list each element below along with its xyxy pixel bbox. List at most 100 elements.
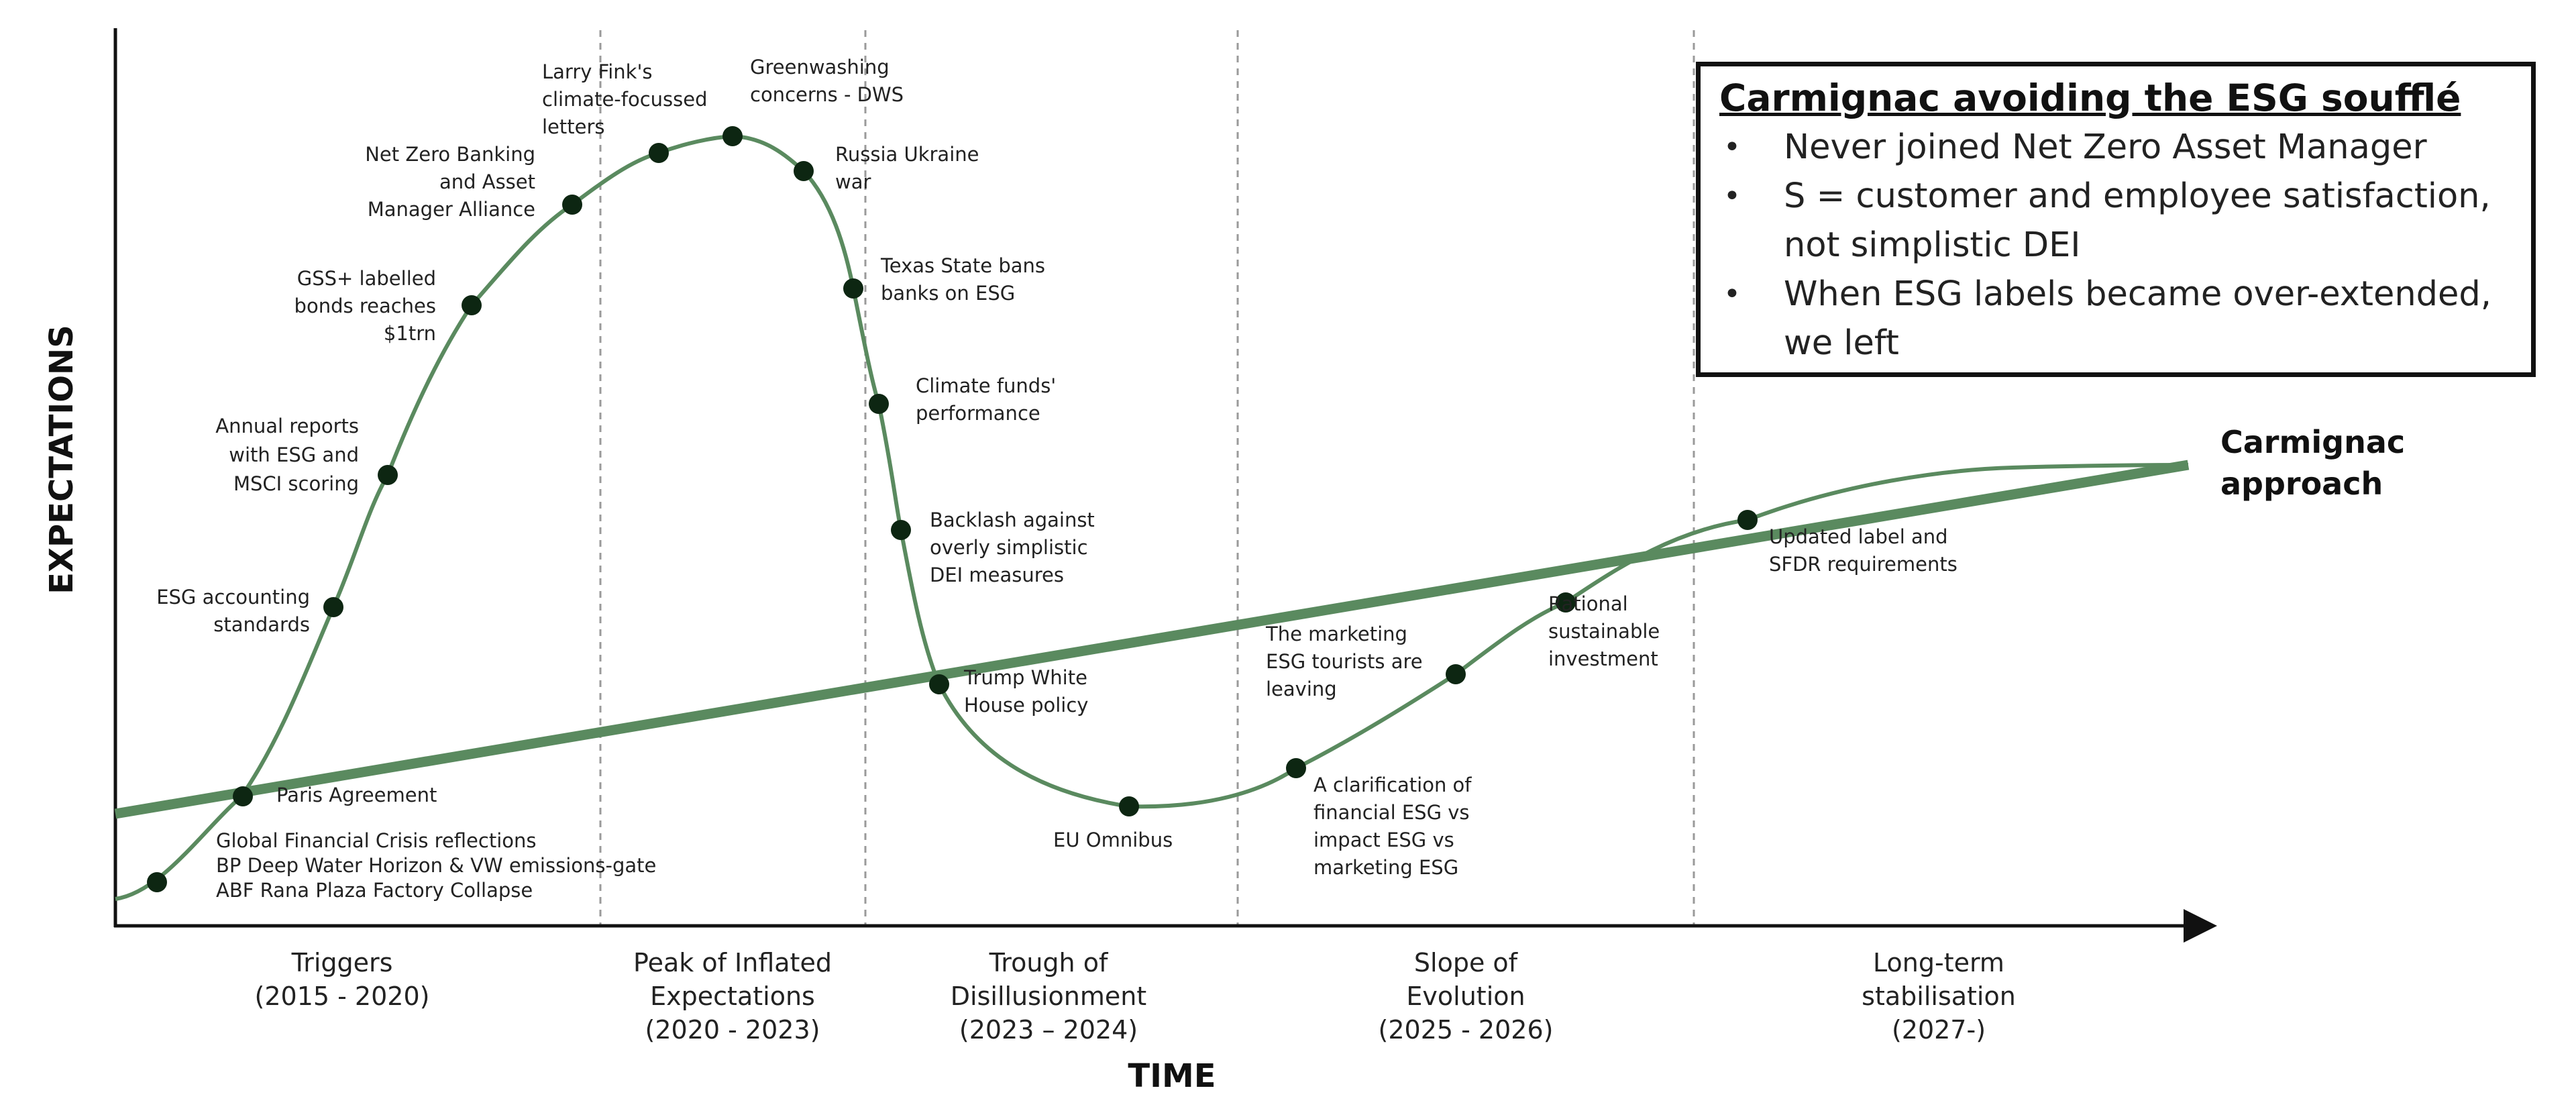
event-label-line: Larry Fink's [542, 60, 653, 83]
event-dot [233, 786, 253, 806]
event-label-line: Manager Alliance [368, 198, 535, 221]
phase-label-line: Peak of Inflated [633, 948, 832, 977]
phase-label: Slope of Evolution (2025 - 2026) [1379, 948, 1554, 1045]
phase-label-line: Evolution [1406, 982, 1525, 1011]
event-label: GSS+ labelled bonds reaches $1trn [294, 267, 436, 345]
event-label-line: marketing ESG [1313, 856, 1458, 879]
callout-item: • S = customer and employee satisfaction,… [1719, 172, 2512, 270]
event-label-line: Backlash against [930, 509, 1095, 531]
event-label: Climate funds' performance [916, 374, 1056, 425]
event-label-line: Greenwashing [750, 56, 890, 78]
event-label: EU Omnibus [1053, 829, 1173, 851]
event-label-line: BP Deep Water Horizon & VW emissions-gat… [216, 854, 656, 877]
event-label-line: climate-focussed [542, 88, 708, 111]
event-dot [722, 126, 743, 146]
callout-list: • Never joined Net Zero Asset Manager • S =… [1719, 123, 2512, 368]
event-label: Backlash against overly simplistic DEI mea… [930, 509, 1095, 586]
event-label: A clarification of financial ESG vs impact… [1313, 774, 1472, 879]
event-label: The marketing ESG tourists are leaving [1265, 623, 1423, 700]
event-label: Net Zero Banking and Asset Manager Allianc… [365, 143, 535, 221]
bullet-icon: • [1723, 130, 1741, 164]
phase-label: Peak of Inflated Expectations (2020 - 2023… [633, 948, 832, 1045]
event-label-line: SFDR requirements [1769, 553, 1957, 576]
event-label-line: standards [213, 613, 310, 636]
event-label-line: DEI measures [930, 564, 1064, 586]
event-label-line: Texas State bans [880, 254, 1045, 277]
event-label-line: concerns - DWS [750, 83, 904, 106]
carmignac-callout-box: Carmignac avoiding the ESG soufflé • Neve… [1696, 62, 2536, 377]
event-label: ESG accounting standards [156, 586, 310, 636]
approach-label-text-line: Carmignac [2220, 424, 2405, 460]
event-label: Annual reports with ESG and MSCI scoring [215, 415, 359, 495]
event-label: Updated label and SFDR requirements [1769, 525, 1957, 576]
phase-label-line: Triggers [291, 948, 393, 977]
event-label: Texas State bans banks on ESG [880, 254, 1045, 305]
carmignac-approach-line [114, 460, 2190, 819]
event-dot [929, 674, 949, 694]
event-label-line: House policy [964, 694, 1088, 717]
event-dot [843, 278, 863, 299]
phase-dividers [599, 30, 1695, 924]
phase-label-line: (2025 - 2026) [1379, 1015, 1554, 1045]
event-dot [462, 295, 482, 315]
callout-title: Carmignac avoiding the ESG soufflé [1719, 76, 2461, 119]
event-label-line: $1trn [384, 322, 436, 345]
phase-label-line: (2020 - 2023) [645, 1015, 820, 1045]
event-label-line: Net Zero Banking [365, 143, 535, 166]
event-label-line: leaving [1266, 678, 1337, 700]
event-dot [1737, 510, 1758, 530]
phase-label-line: Long-term [1873, 948, 2004, 977]
event-dot [378, 465, 398, 485]
event-label-line: impact ESG vs [1313, 829, 1454, 851]
event-label: Trump White House policy [963, 666, 1088, 717]
event-label-line: financial ESG vs [1313, 801, 1470, 824]
phase-label-line: Expectations [650, 982, 815, 1011]
event-dot [1119, 796, 1139, 816]
event-dot [147, 872, 167, 892]
event-label-line: A clarification of [1313, 774, 1472, 796]
event-label: Global Financial Crisis reflections BP De… [216, 829, 656, 902]
event-label-line: war [835, 170, 871, 193]
callout-item-text: When ESG labels became over-extended, we… [1784, 274, 2491, 363]
event-dot [1446, 664, 1466, 684]
event-label-line: letters [542, 115, 605, 138]
event-label-line: ABF Rana Plaza Factory Collapse [216, 879, 533, 902]
event-label: Greenwashing concerns - DWS [750, 56, 904, 106]
event-dot [794, 161, 814, 181]
event-label-line: Climate funds' [916, 374, 1056, 397]
event-label-line: Trump White [963, 666, 1087, 689]
callout-item-text: Never joined Net Zero Asset Manager [1784, 127, 2427, 167]
phase-label-line: (2015 - 2020) [255, 982, 430, 1011]
phase-label: Long-term stabilisation (2027-) [1862, 948, 2016, 1045]
event-label: Rational sustainable investment [1548, 592, 1660, 670]
event-label-line: investment [1548, 647, 1658, 670]
bullet-icon: • [1723, 179, 1741, 213]
carmignac-approach-label: Carmignac approach [2220, 424, 2405, 502]
event-dots [147, 126, 1758, 892]
event-label-line: ESG tourists are [1266, 650, 1423, 673]
event-label-line: Paris Agreement [276, 784, 437, 806]
event-dot [1286, 758, 1306, 778]
event-label: Paris Agreement [276, 784, 437, 806]
event-dot [891, 520, 911, 540]
bullet-icon: • [1723, 277, 1741, 311]
event-label-line: sustainable [1548, 620, 1660, 643]
event-label-line: EU Omnibus [1053, 829, 1173, 851]
phase-label: Triggers (2015 - 2020) [255, 948, 430, 1011]
event-label-line: and Asset [439, 170, 535, 193]
event-dot [323, 597, 343, 617]
phase-labels: Triggers (2015 - 2020) Peak of Inflated Exp… [255, 948, 2016, 1045]
event-label-line: bonds reaches [294, 295, 436, 317]
event-label-line: ESG accounting [156, 586, 310, 608]
phase-label-line: stabilisation [1862, 982, 2016, 1011]
event-label-line: GSS+ labelled [297, 267, 436, 290]
event-label-line: overly simplistic [930, 536, 1088, 559]
event-label-line: performance [916, 402, 1040, 425]
approach-label-text-line: approach [2220, 466, 2383, 502]
event-label-line: Annual reports [215, 415, 359, 437]
event-label-line: Rational [1548, 592, 1628, 615]
event-label: Larry Fink's climate-focussed letters [542, 60, 708, 138]
event-dot [869, 394, 889, 414]
phase-label-line: Disillusionment [951, 982, 1146, 1011]
